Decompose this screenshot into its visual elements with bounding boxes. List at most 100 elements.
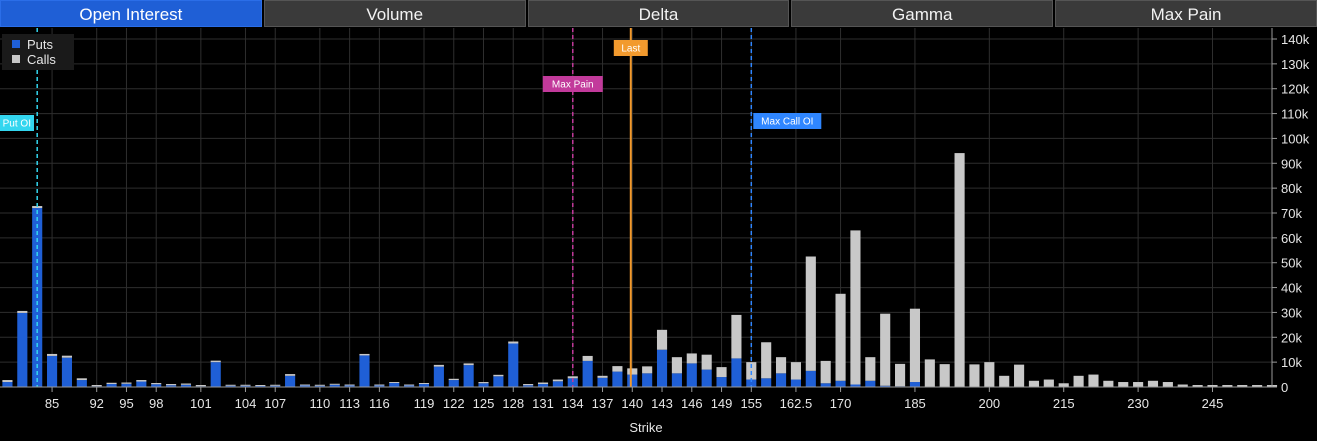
legend-label-calls: Calls: [27, 52, 56, 67]
bar-puts: [567, 378, 578, 387]
bar-calls: [552, 379, 563, 382]
bar-calls: [895, 363, 906, 387]
bar-calls: [166, 384, 177, 386]
x-tick-label: 162.5: [780, 396, 813, 411]
bar-calls: [1073, 375, 1084, 387]
bar-puts: [761, 378, 772, 387]
open-interest-chart: Put OI Max Pain Last Max Call OI 0 10k 20k 30k…: [0, 28, 1310, 435]
bar-calls: [582, 355, 593, 361]
x-tick-label: 92: [89, 396, 103, 411]
bar-calls: [865, 357, 876, 381]
x-tick-label: 98: [149, 396, 163, 411]
bar-calls: [136, 380, 147, 382]
x-tick-label: 185: [904, 396, 926, 411]
x-tick-label: 170: [830, 396, 852, 411]
y-tick-label: 10k: [1281, 355, 1302, 370]
y-tick-label: 140k: [1281, 32, 1310, 47]
bar-calls: [359, 353, 370, 356]
bar-calls: [17, 310, 28, 313]
y-tick-label: 0: [1281, 380, 1288, 395]
x-tick-label: 137: [592, 396, 614, 411]
bar-calls: [805, 256, 816, 371]
bar-calls: [61, 355, 73, 358]
bar-calls: [1043, 379, 1054, 387]
x-tick-label: 149: [711, 396, 733, 411]
x-tick-label: 104: [235, 396, 257, 411]
bar-puts: [106, 384, 117, 387]
y-tick-label: 120k: [1281, 82, 1310, 97]
bar-calls: [121, 382, 132, 384]
y-tick-label: 60k: [1281, 231, 1302, 246]
bar-calls: [255, 385, 266, 387]
y-tick-label: 50k: [1281, 256, 1302, 271]
bar-puts: [359, 355, 370, 387]
x-axis-title: Strike: [629, 420, 662, 435]
y-tick-label: 20k: [1281, 330, 1302, 345]
y-tick-label: 110k: [1281, 107, 1309, 122]
legend-label-puts: Puts: [27, 37, 54, 52]
bar-calls: [627, 368, 638, 375]
bar-calls: [1162, 382, 1173, 387]
reference-tag: [0, 115, 34, 131]
tab-open-interest[interactable]: Open Interest: [0, 0, 262, 27]
bar-calls: [1118, 382, 1129, 387]
bar-puts: [448, 380, 459, 387]
reference-tag-label: Last: [621, 44, 640, 55]
bar-puts: [344, 385, 355, 387]
bar-calls: [270, 384, 281, 386]
bar-calls: [2, 380, 13, 383]
bar-calls: [374, 384, 385, 386]
bar-puts: [17, 312, 28, 387]
y-tick-label: 80k: [1281, 181, 1302, 196]
bar-calls: [1177, 384, 1188, 387]
bar-calls: [433, 364, 444, 367]
bar-calls: [478, 382, 489, 384]
x-tick-label: 215: [1053, 396, 1075, 411]
bar-puts: [299, 385, 311, 387]
tab-volume[interactable]: Volume: [263, 0, 526, 27]
bar-calls: [299, 384, 311, 386]
bar-calls: [909, 308, 921, 383]
tab-max-pain[interactable]: Max Pain: [1055, 0, 1317, 27]
x-tick-label: 125: [473, 396, 495, 411]
bar-calls: [969, 364, 980, 387]
bar-puts: [329, 384, 340, 387]
bar-calls: [47, 353, 58, 356]
bar-calls: [775, 357, 787, 374]
bar-calls: [240, 384, 251, 386]
bar-puts: [389, 383, 400, 387]
bar-puts: [805, 370, 816, 387]
bar-calls: [612, 366, 623, 372]
tab-delta[interactable]: Delta: [527, 0, 790, 27]
bar-calls: [761, 342, 772, 379]
x-tick-label: 101: [190, 396, 212, 411]
bar-calls: [1103, 380, 1114, 387]
bar-calls: [1088, 374, 1099, 387]
bar-puts: [582, 360, 593, 387]
bar-calls: [106, 382, 117, 385]
reference-tag-label: Put OI: [3, 119, 31, 130]
bar-calls: [1028, 380, 1040, 387]
bar-calls: [537, 382, 549, 385]
bar-puts: [180, 384, 192, 387]
bar-puts: [790, 379, 801, 387]
bar-calls: [850, 230, 861, 385]
bar-puts: [835, 380, 846, 387]
bar-calls: [210, 360, 221, 363]
bar-calls: [225, 384, 236, 386]
bar-puts: [47, 355, 58, 387]
y-tick-label: 90k: [1281, 156, 1302, 171]
bar-calls: [195, 385, 206, 387]
bar-calls: [1133, 382, 1144, 387]
bar-calls: [984, 362, 995, 387]
x-tick-label: 143: [651, 396, 673, 411]
bar-calls: [1252, 385, 1263, 387]
x-tick-label: 134: [562, 396, 584, 411]
x-tick-label: 140: [621, 396, 643, 411]
tab-gamma[interactable]: Gamma: [791, 0, 1054, 27]
bar-calls: [820, 360, 831, 384]
legend-swatch-puts: [12, 40, 20, 48]
x-tick-label: 245: [1202, 396, 1224, 411]
bar-calls: [448, 378, 459, 381]
bar-calls: [746, 362, 757, 380]
